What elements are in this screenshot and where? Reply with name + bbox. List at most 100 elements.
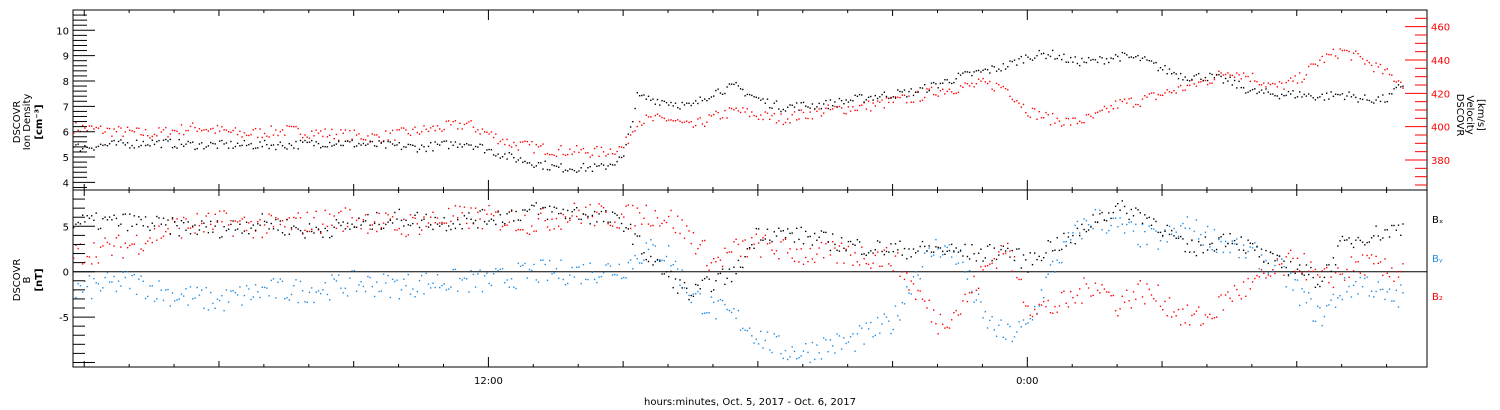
bx-point: [825, 231, 827, 234]
bz-point: [937, 333, 939, 335]
density-point: [1254, 88, 1256, 90]
density-point: [102, 144, 104, 147]
density-point: [108, 143, 111, 145]
bz-point: [250, 220, 252, 223]
bz-point: [721, 265, 724, 268]
density-point: [616, 160, 618, 163]
bx-point: [97, 228, 100, 230]
bz-point: [596, 211, 598, 214]
bz-point: [555, 217, 558, 220]
bz-point: [380, 227, 382, 229]
by-point: [254, 284, 257, 286]
density-point: [1251, 88, 1254, 91]
bx-point: [1321, 280, 1323, 282]
bx-point: [661, 273, 663, 275]
by-point: [544, 263, 546, 266]
bx-point: [1337, 245, 1339, 247]
bx-point: [681, 287, 683, 289]
density-point: [342, 144, 344, 147]
by-point: [227, 301, 230, 303]
bx-point: [596, 221, 598, 223]
velocity-point: [1072, 117, 1074, 119]
by-point: [338, 274, 340, 276]
by-point: [1388, 288, 1391, 290]
density-point: [1209, 72, 1211, 75]
by-point: [1274, 264, 1276, 267]
velocity-point: [1193, 83, 1195, 85]
velocity-point: [935, 94, 937, 96]
velocity-point: [742, 107, 744, 109]
bz-point: [1162, 309, 1164, 311]
density-point: [1321, 93, 1323, 95]
velocity-point: [746, 108, 748, 110]
bz-point: [1312, 270, 1314, 272]
bx-point: [591, 214, 594, 217]
bx-point: [587, 215, 589, 218]
velocity-point: [986, 82, 989, 85]
bx-point: [1319, 285, 1321, 288]
density-point: [1357, 101, 1359, 103]
density-point: [131, 144, 133, 147]
by-point: [405, 285, 407, 287]
bz-point: [452, 215, 454, 217]
bx-point: [230, 223, 232, 226]
by-point: [809, 361, 811, 364]
bx-point: [650, 255, 652, 258]
bx-point: [555, 207, 558, 209]
by-point: [117, 280, 120, 282]
by-point: [315, 291, 317, 293]
bx-point: [82, 214, 84, 216]
bx-point: [528, 208, 531, 211]
bx-point: [836, 249, 838, 251]
bx-point: [479, 210, 481, 212]
bx-point: [739, 266, 742, 268]
bx-point: [227, 228, 230, 230]
density-point: [519, 157, 522, 159]
bx-point: [885, 250, 888, 253]
density-point: [441, 141, 443, 143]
bz-point: [1144, 303, 1146, 305]
bx-point: [638, 235, 641, 237]
field-points: [73, 200, 1404, 364]
by-point: [1224, 240, 1227, 243]
bz-point: [355, 219, 358, 222]
velocity-point: [205, 128, 207, 131]
bx-point: [820, 230, 823, 232]
velocity-point: [564, 154, 567, 156]
velocity-point: [1054, 122, 1056, 124]
bz-point: [1072, 297, 1074, 299]
velocity-point: [144, 128, 147, 131]
bz-point: [351, 217, 353, 219]
by-point: [780, 353, 782, 355]
velocity-point: [1330, 54, 1332, 56]
density-point: [636, 92, 638, 94]
velocity-point: [620, 146, 623, 148]
by-point: [1236, 238, 1238, 240]
velocity-tick-label: 440: [1431, 56, 1450, 67]
bz-point: [746, 256, 748, 258]
bx-point: [984, 257, 986, 259]
bx-point: [623, 230, 625, 232]
density-point: [153, 143, 156, 146]
bz-point: [1076, 294, 1079, 297]
density-point: [1222, 82, 1225, 84]
velocity-point: [551, 153, 553, 156]
by-point: [192, 298, 194, 300]
velocity-point: [1025, 112, 1027, 114]
by-point: [1326, 305, 1328, 307]
velocity-point: [468, 121, 470, 123]
bx-point: [849, 240, 852, 243]
velocity-point: [1229, 74, 1231, 76]
density-point: [654, 103, 656, 105]
density-point: [1049, 55, 1052, 58]
bz-point: [535, 230, 537, 232]
by-point: [84, 280, 86, 283]
bz-point: [1308, 270, 1310, 272]
by-point: [158, 280, 160, 282]
velocity-point: [84, 127, 86, 129]
by-point: [178, 298, 180, 300]
velocity-point: [1242, 72, 1245, 74]
bx-point: [450, 228, 452, 231]
bz-point: [654, 210, 656, 212]
velocity-point: [861, 104, 863, 106]
